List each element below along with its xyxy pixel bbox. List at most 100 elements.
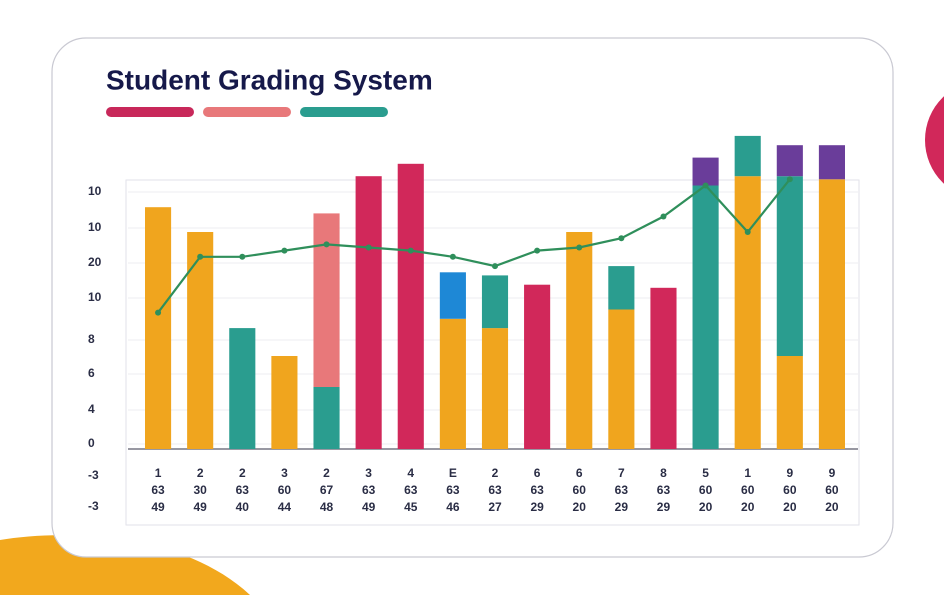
trend-point [618,235,625,242]
legend-swatch [300,107,388,117]
x-tick-label: E [449,466,457,480]
x-tick-label: 6 [534,466,541,480]
trend-point [155,309,162,316]
bar-segment [481,275,509,329]
trend-line [157,178,791,314]
x-sublabel: 20 [825,500,839,514]
bar-segment [608,309,635,449]
x-tick-label: 4 [407,466,414,480]
x-tick-label: 3 [281,466,288,480]
x-sublabel: 63 [404,483,418,497]
bar-segment [692,157,719,186]
decor-blob [0,535,250,595]
x-sublabel: 63 [362,483,376,497]
x-tick-label: 2 [197,466,204,480]
bar-segment [481,328,509,449]
x-sublabel: 67 [320,483,334,497]
x-sublabel: 60 [741,483,755,497]
bar-segment [145,207,172,449]
bar-segment [566,232,593,449]
decor-circle [925,96,944,184]
x-sublabel: 45 [404,500,418,514]
y-axis-label: 0 [88,436,95,450]
x-tick-label: 2 [239,466,246,480]
trend-point [492,263,498,270]
bar-segment [776,176,803,356]
x-sublabel: 20 [573,500,587,514]
trend-point [660,213,667,220]
x-sublabel: 44 [278,500,292,514]
bar-segment [271,356,298,449]
x-sublabel: 20 [783,500,797,514]
x-tick-label: 2 [323,466,330,480]
trend-point [534,247,541,254]
bar-segment [776,356,803,449]
x-sublabel: 63 [657,483,671,497]
y-axis-label: 10 [88,184,102,198]
x-sublabel: 63 [151,483,165,497]
bar-segment [229,328,256,449]
x-sublabel: 60 [573,483,587,497]
x-sublabel: 63 [236,483,250,497]
y-axis-label: 10 [88,220,102,234]
bar-segment [187,232,214,449]
x-tick-label: 8 [660,466,667,480]
bar-segment [734,176,761,449]
bar-segment [608,266,635,310]
bar-segment [776,145,803,177]
y-axis-label: 4 [88,402,95,416]
x-sublabel: 20 [741,500,755,514]
x-tick-label: 5 [702,466,709,480]
x-sublabel: 27 [488,500,502,514]
trend-point [786,176,793,183]
trend-point [702,182,709,189]
x-tick-label: 1 [744,466,751,480]
trend-point [281,247,288,254]
x-sublabel: 49 [193,500,207,514]
bar-segment [313,213,340,387]
x-sublabel: 63 [615,483,629,497]
bar-segment [397,163,424,450]
bar-segment [524,284,551,449]
trend-point [239,253,246,260]
bar-segment [439,318,466,449]
x-sublabel: 63 [446,483,460,497]
bar-segment [692,185,719,449]
x-sublabel: 29 [657,500,671,514]
trend-point [323,241,330,248]
bar-segment [734,135,761,177]
x-tick-label: 1 [155,466,162,480]
bar-segment [818,179,845,450]
bar-segment [313,387,340,449]
bar-segment [818,145,845,180]
x-tick-label: 9 [829,466,836,480]
x-sublabel: 29 [530,500,544,514]
trend-point [407,247,414,254]
y-axis-label: 20 [88,255,102,269]
trend-point [576,244,583,251]
x-sublabel: 60 [783,483,797,497]
legend-swatch [203,107,291,117]
x-tick-label: 3 [365,466,372,480]
x-tick-label: 7 [618,466,625,480]
x-sublabel: 60 [278,483,292,497]
bar-segment [439,272,466,319]
x-tick-label: 9 [786,466,793,480]
y-axis-label: 6 [88,366,95,380]
bar-segment [355,176,382,449]
chart-title: Student Grading System [106,64,433,95]
bar-segment [650,287,677,449]
y-axis-label: -3 [88,468,99,482]
x-sublabel: 63 [530,483,544,497]
x-sublabel: 46 [446,500,460,514]
y-axis-label: -3 [88,499,99,513]
legend-swatch [106,107,194,117]
y-axis-label: 8 [88,332,95,346]
x-sublabel: 60 [825,483,839,497]
x-sublabel: 29 [615,500,629,514]
x-tick-label: 6 [576,466,583,480]
x-sublabel: 30 [193,483,207,497]
trend-point [449,253,456,260]
